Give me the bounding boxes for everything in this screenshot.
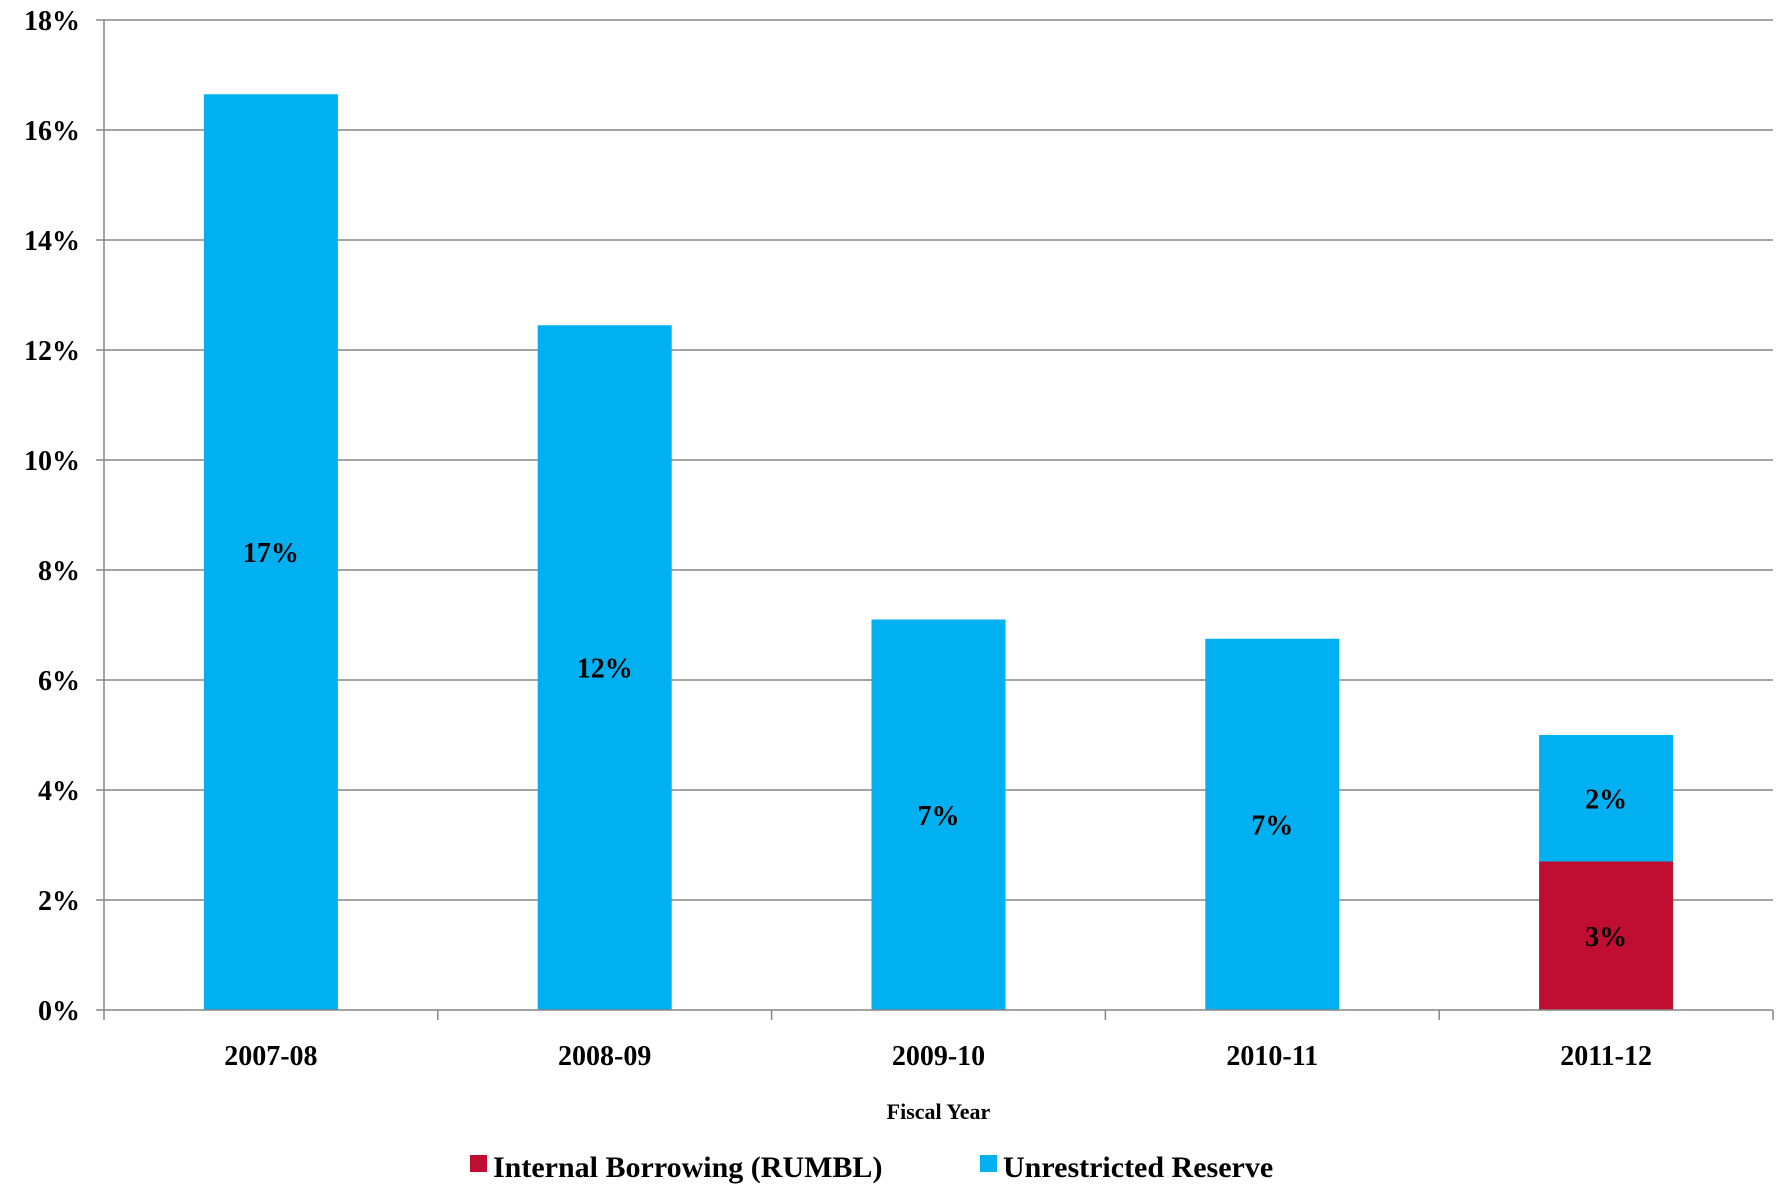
- legend-swatch: [980, 1155, 997, 1172]
- legend-label: Internal Borrowing (RUMBL): [493, 1151, 882, 1184]
- y-tick-label: 14%: [24, 226, 80, 257]
- y-tick-label: 0%: [38, 996, 80, 1027]
- x-axis-title: Fiscal Year: [887, 1099, 991, 1124]
- x-category-label: 2007-08: [224, 1041, 317, 1072]
- legend: Internal Borrowing (RUMBL) Unrestricted R…: [470, 1151, 1273, 1184]
- data-label: 17%: [243, 538, 299, 569]
- y-axis-tick-labels: 0% 2% 4% 6% 8% 10% 12% 14% 16% 18%: [24, 6, 80, 1027]
- axes: [103, 20, 1774, 1020]
- data-label: 7%: [1251, 810, 1293, 841]
- legend-item: Unrestricted Reserve: [980, 1151, 1273, 1184]
- y-tick-label: 6%: [38, 666, 80, 697]
- bar-segment: [871, 619, 1006, 1010]
- bar-segment: [537, 325, 672, 1010]
- x-category-label: 2008-09: [558, 1041, 651, 1072]
- bar-segment: [1539, 861, 1674, 1010]
- data-label: 2%: [1585, 784, 1627, 815]
- legend-swatch: [470, 1155, 487, 1172]
- y-tick-label: 2%: [38, 886, 80, 917]
- data-label: 12%: [577, 654, 633, 685]
- legend-label: Unrestricted Reserve: [1003, 1151, 1273, 1184]
- bar-segment: [203, 94, 338, 1010]
- y-tick-label: 8%: [38, 556, 80, 587]
- bar-segment: [1539, 735, 1674, 862]
- data-label: 7%: [918, 801, 960, 832]
- x-category-label: 2009-10: [892, 1041, 985, 1072]
- y-tick-label: 10%: [24, 446, 80, 477]
- legend-item: Internal Borrowing (RUMBL): [470, 1151, 882, 1184]
- y-tick-label: 12%: [24, 336, 80, 367]
- x-axis-category-labels: 2007-08 2008-09 2009-10 2010-11 2011-12: [224, 1041, 1652, 1072]
- bars: [203, 94, 1674, 1010]
- y-tick-label: 16%: [24, 116, 80, 147]
- x-category-label: 2010-11: [1226, 1041, 1318, 1072]
- x-category-label: 2011-12: [1560, 1041, 1652, 1072]
- data-label: 3%: [1585, 922, 1627, 953]
- y-tick-label: 4%: [38, 776, 80, 807]
- data-labels: 17% 12% 7% 7% 3% 2%: [243, 538, 1627, 953]
- bar-segment: [1205, 638, 1340, 1010]
- y-tick-label: 18%: [24, 6, 80, 37]
